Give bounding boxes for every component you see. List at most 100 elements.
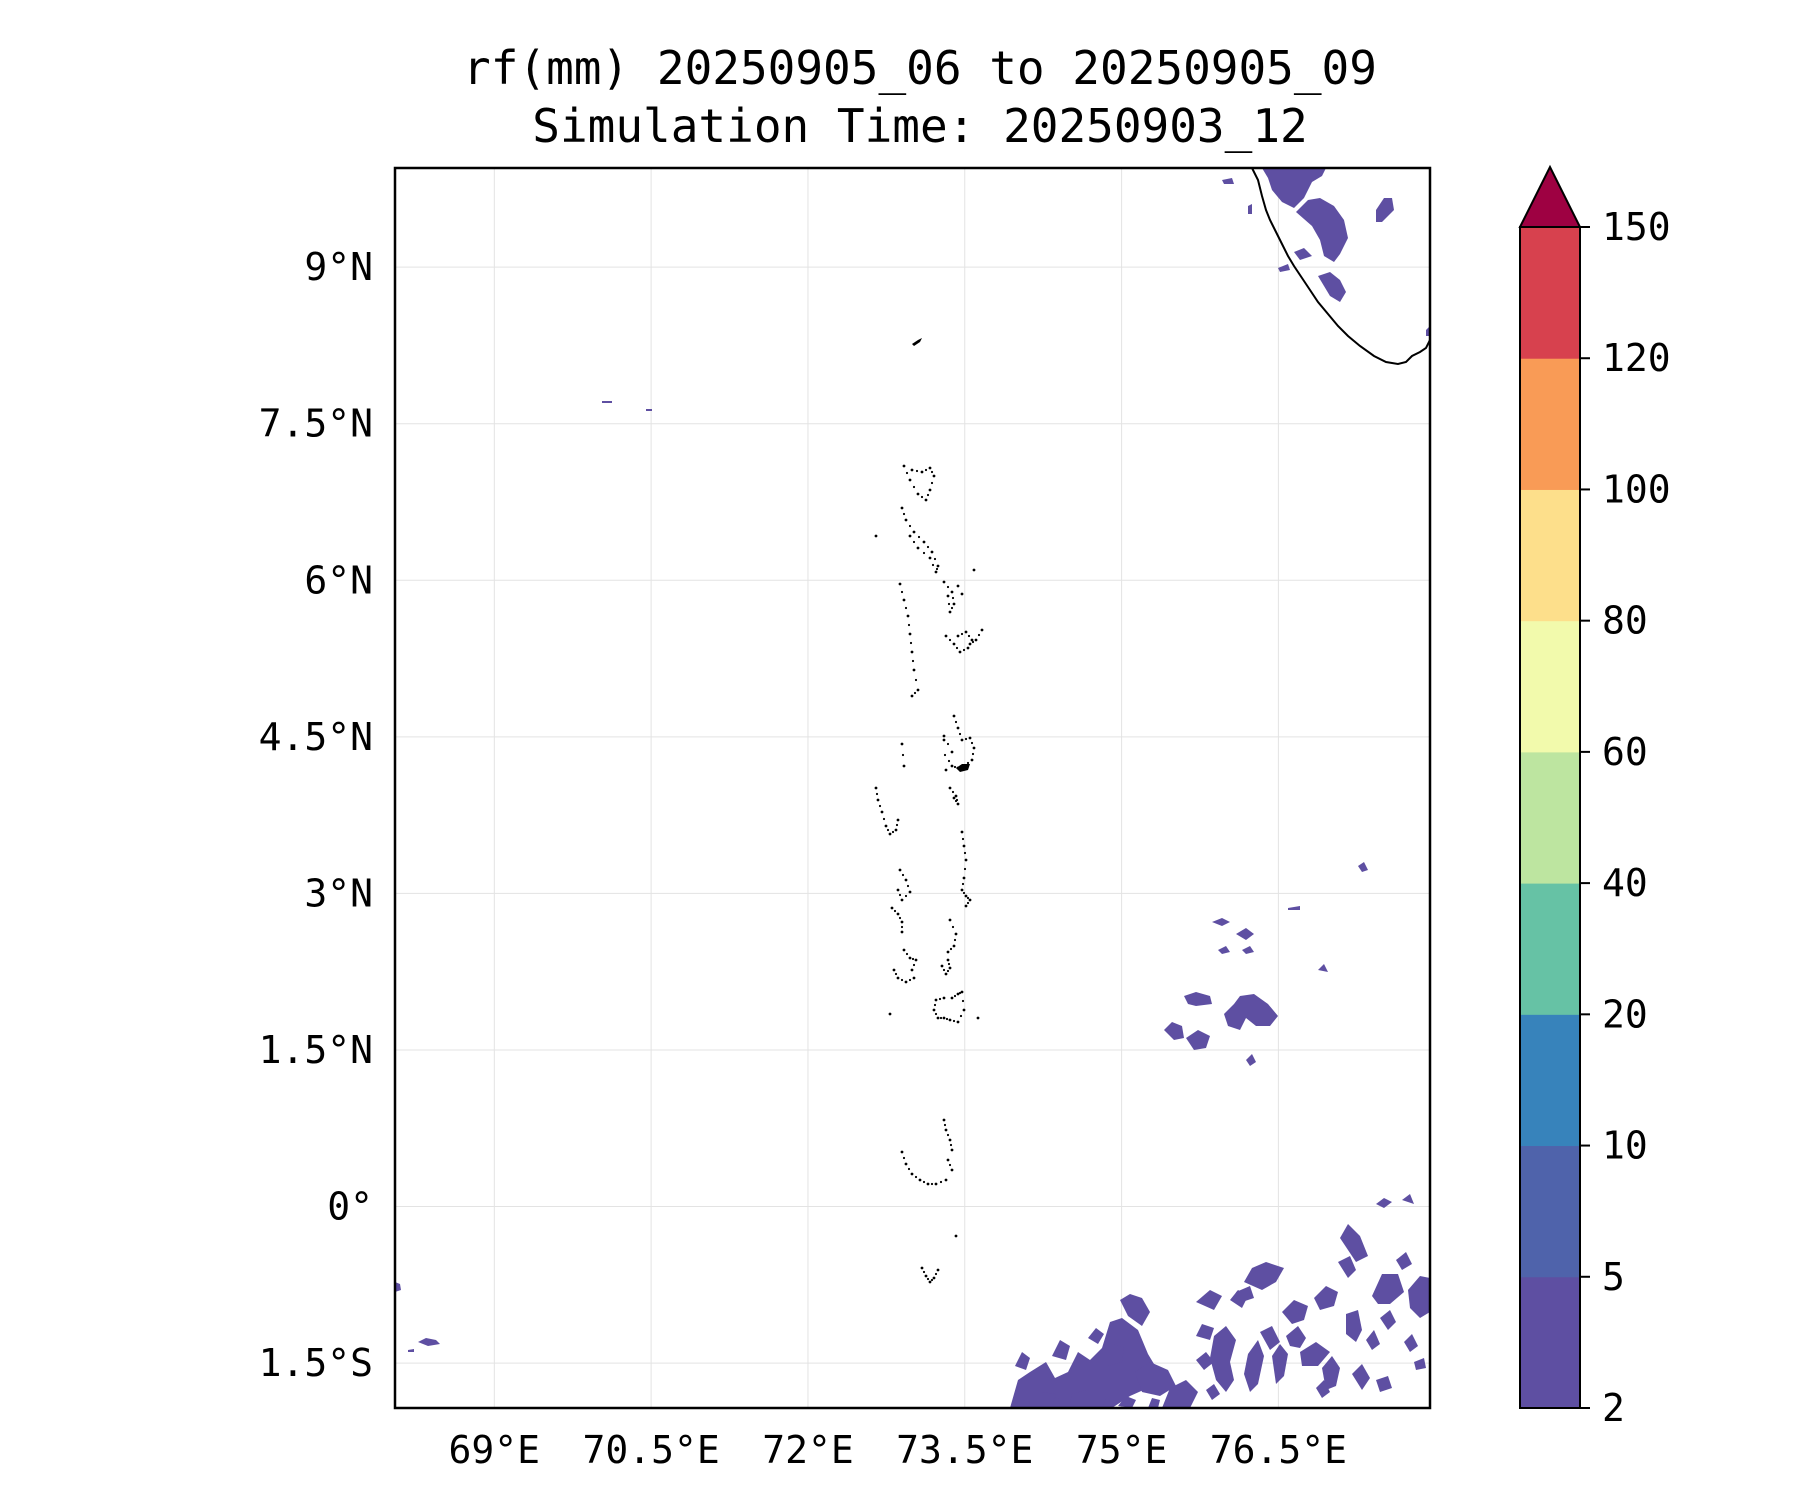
atoll-islet xyxy=(954,794,958,798)
atoll-islet xyxy=(945,1017,949,1021)
atoll-islet xyxy=(944,634,948,638)
atoll-islet xyxy=(933,1003,937,1007)
lon-tick-label: 70.5°E xyxy=(582,1428,719,1472)
atoll-islet xyxy=(954,799,958,803)
atoll-islet xyxy=(934,1272,938,1276)
rain-patch xyxy=(1286,1326,1306,1348)
atoll-islet xyxy=(953,765,957,769)
atoll-islet xyxy=(910,694,914,698)
atoll-islet xyxy=(942,738,946,742)
atoll-islet xyxy=(922,551,926,555)
atoll-islet xyxy=(963,867,967,871)
rain-patch xyxy=(1162,1380,1198,1408)
atoll-islet xyxy=(942,996,946,1000)
rain-patch xyxy=(1288,906,1300,910)
atoll-islet xyxy=(956,802,960,806)
map-title-line1: rf(mm) 20250905_06 to 20250905_09 xyxy=(463,41,1377,95)
atoll-islet xyxy=(940,964,944,968)
rain-patch xyxy=(408,1349,414,1352)
atoll-islet xyxy=(948,786,952,790)
atoll-islet xyxy=(902,464,906,468)
lat-tick-label: 3°N xyxy=(304,871,373,915)
atoll-islet xyxy=(968,642,972,646)
atoll-islet xyxy=(954,1234,958,1238)
lat-tick-label: 9°N xyxy=(304,245,373,289)
atoll-islet xyxy=(948,1163,952,1167)
atoll-islet xyxy=(952,796,956,800)
atoll-islet xyxy=(944,1128,948,1132)
atoll-islet xyxy=(972,746,976,750)
rain-patch xyxy=(1402,1194,1414,1204)
gridlines xyxy=(395,168,1430,1408)
rainfall-fill-layer xyxy=(395,168,1430,1408)
atoll-islet xyxy=(896,912,900,916)
atoll-islet xyxy=(951,790,955,794)
atoll-islet xyxy=(963,851,967,855)
atoll-islet xyxy=(977,633,981,637)
atoll-islet xyxy=(970,741,974,745)
rain-patch xyxy=(1246,1054,1256,1066)
colorbar-segment xyxy=(1520,883,1580,1015)
atoll-islet xyxy=(942,734,946,738)
atoll-islet xyxy=(952,602,956,606)
colorbar-tick-label: 10 xyxy=(1602,1124,1648,1168)
atoll-islet xyxy=(946,742,950,746)
rain-patch xyxy=(1102,1398,1114,1408)
atoll-islet xyxy=(946,1133,950,1137)
atoll-islet xyxy=(952,714,956,718)
atoll-islet xyxy=(892,968,896,972)
lon-tick-label: 75°E xyxy=(1076,1428,1168,1472)
atoll-islet xyxy=(939,1180,943,1184)
map-frame xyxy=(393,166,1432,1410)
rain-patch xyxy=(1294,248,1312,260)
atoll-islet xyxy=(967,634,971,638)
atoll-islet xyxy=(904,606,908,610)
atoll-islet xyxy=(922,1270,926,1274)
atoll-islet xyxy=(936,564,940,568)
atoll-islet xyxy=(894,828,898,832)
atoll-islet xyxy=(926,545,930,549)
rain-patch xyxy=(602,401,612,403)
colorbar-frame xyxy=(1519,226,1581,1409)
rain-patch xyxy=(1314,1286,1338,1310)
atoll-islet xyxy=(902,598,906,602)
atoll-islet xyxy=(900,920,904,924)
colorbar-segment xyxy=(1520,1145,1580,1278)
atoll-islet xyxy=(930,470,934,474)
atoll-islet xyxy=(961,999,965,1003)
atoll-islet xyxy=(964,904,968,908)
atoll-islet xyxy=(959,1014,963,1018)
atoll-islet xyxy=(943,753,947,757)
colorbar-tick-label: 120 xyxy=(1602,336,1671,380)
atoll-islet xyxy=(954,720,958,724)
atoll-islet xyxy=(964,630,968,634)
atoll-islet xyxy=(913,691,917,695)
rain-patch xyxy=(1296,198,1348,262)
atoll-islet xyxy=(880,810,884,814)
rain-patch xyxy=(1088,1328,1104,1344)
atoll-islet xyxy=(909,641,913,645)
rain-patch xyxy=(1015,1352,1030,1370)
rain-patch xyxy=(1414,1358,1426,1370)
atoll-islet xyxy=(886,828,890,832)
latitude-tick-labels: 9°N 7.5°N 6°N 4.5°N 3°N 1.5°N 0° 1.5°S xyxy=(259,245,373,1385)
atoll-islet xyxy=(962,876,966,880)
atoll-islet xyxy=(888,832,892,836)
atoll-islet xyxy=(946,594,950,598)
atoll-islet xyxy=(934,998,938,1002)
colorbar-tick-label: 2 xyxy=(1602,1386,1625,1430)
atoll-islet xyxy=(906,614,910,618)
atoll-islet xyxy=(894,972,898,976)
rain-patch xyxy=(1034,1392,1056,1408)
atoll-islet xyxy=(932,1008,936,1012)
atoll-islet xyxy=(908,978,912,982)
rain-patch xyxy=(1070,1390,1092,1408)
atoll-islet xyxy=(942,1016,946,1020)
atoll-islet xyxy=(961,882,965,886)
atoll-islet xyxy=(917,535,921,539)
atoll-islet xyxy=(902,764,906,768)
rain-patch xyxy=(1164,1022,1184,1040)
lon-tick-label: 72°E xyxy=(762,1428,854,1472)
atoll-islet xyxy=(912,540,916,544)
atoll-islet xyxy=(946,585,950,589)
